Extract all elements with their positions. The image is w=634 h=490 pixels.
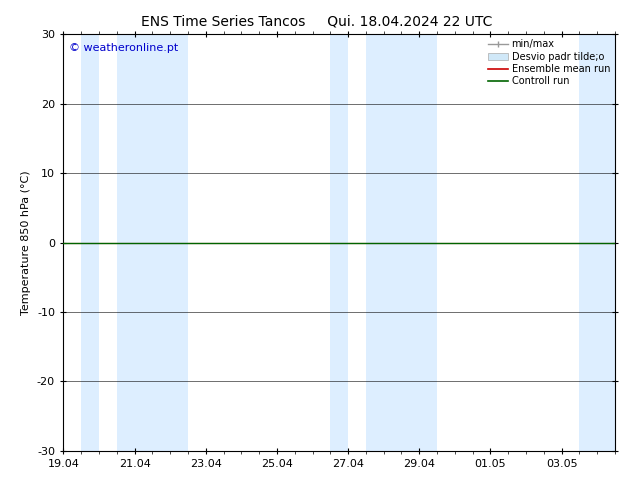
Legend: min/max, Desvio padr tilde;o, Ensemble mean run, Controll run: min/max, Desvio padr tilde;o, Ensemble m… <box>486 37 612 88</box>
Bar <box>330 34 348 451</box>
Text: ENS Time Series Tancos     Qui. 18.04.2024 22 UTC: ENS Time Series Tancos Qui. 18.04.2024 2… <box>141 15 493 29</box>
Y-axis label: Temperature 850 hPa (°C): Temperature 850 hPa (°C) <box>22 170 32 315</box>
Bar <box>117 34 188 451</box>
Bar <box>81 34 99 451</box>
Bar <box>366 34 437 451</box>
Text: © weatheronline.pt: © weatheronline.pt <box>69 43 178 52</box>
Bar <box>579 34 615 451</box>
